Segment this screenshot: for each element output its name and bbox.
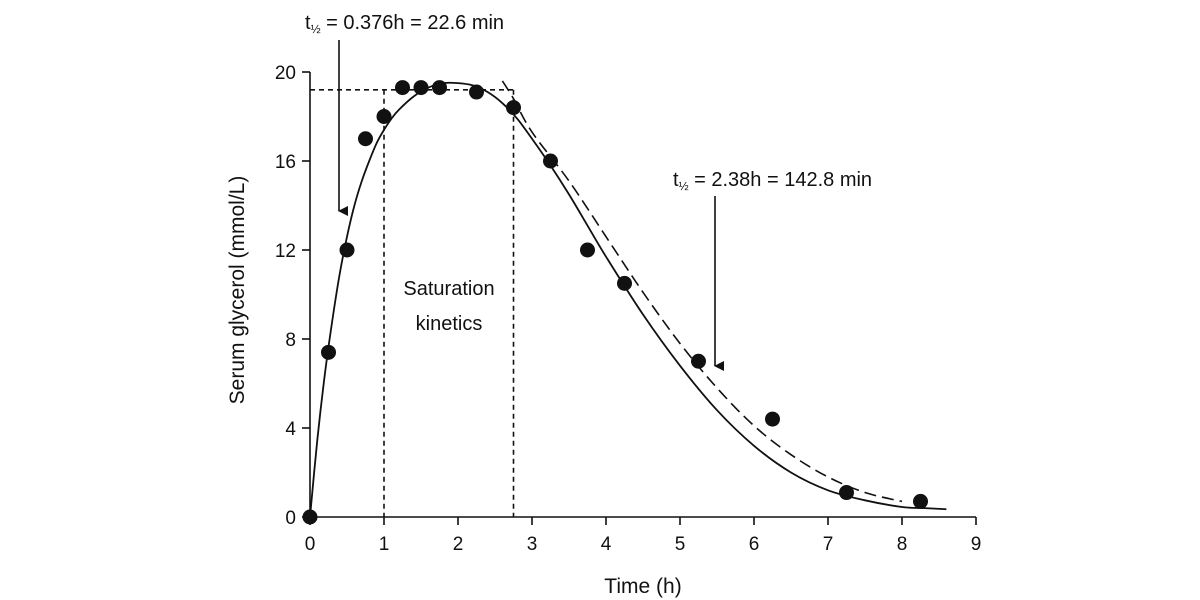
data-point	[321, 344, 336, 360]
data-points	[302, 80, 928, 525]
y-tick-label: 0	[285, 508, 296, 529]
half-life-1-label: t½ = 0.376h = 22.6 min	[305, 12, 504, 36]
y-ticks: 0 4 8 12 16 20	[275, 63, 310, 529]
data-point	[543, 153, 558, 169]
x-ticks: 0 1 2 3 4 5 6 7 8 9	[305, 517, 982, 555]
data-point	[617, 275, 632, 291]
data-point	[913, 493, 928, 509]
elimination-dashed-line	[501, 80, 903, 503]
x-tick-label: 5	[675, 534, 686, 555]
y-axis-label: Serum glycerol (mmol/L)	[226, 176, 249, 405]
y-tick-label: 20	[275, 63, 296, 84]
x-tick-label: 9	[971, 534, 982, 555]
y-tick-label: 4	[285, 419, 296, 440]
data-point	[432, 80, 447, 96]
data-point	[506, 100, 521, 116]
x-tick-label: 1	[379, 534, 390, 555]
data-point	[839, 485, 854, 501]
data-point	[765, 411, 780, 427]
y-tick-label: 12	[275, 241, 296, 262]
x-tick-label: 3	[527, 534, 538, 555]
data-point	[302, 509, 318, 525]
data-point	[691, 353, 706, 369]
data-point	[376, 109, 392, 124]
x-tick-label: 6	[749, 534, 760, 555]
data-point	[580, 242, 595, 258]
data-point	[413, 80, 429, 96]
half-life-2-label: t½ = 2.38h = 142.8 min	[673, 169, 872, 193]
saturation-region	[310, 89, 515, 517]
saturation-label-line1: Saturation	[403, 278, 494, 300]
data-point	[339, 242, 355, 258]
data-point	[358, 131, 373, 147]
y-tick-label: 16	[275, 152, 296, 173]
data-point	[469, 84, 484, 100]
data-point	[395, 80, 410, 96]
x-axis-label: Time (h)	[604, 575, 681, 598]
x-tick-label: 2	[453, 534, 464, 555]
x-tick-label: 0	[305, 534, 316, 555]
x-tick-label: 4	[601, 534, 612, 555]
y-tick-label: 8	[285, 330, 296, 351]
saturation-label-line2: kinetics	[416, 313, 483, 335]
x-tick-label: 7	[823, 534, 834, 555]
x-tick-label: 8	[897, 534, 908, 555]
